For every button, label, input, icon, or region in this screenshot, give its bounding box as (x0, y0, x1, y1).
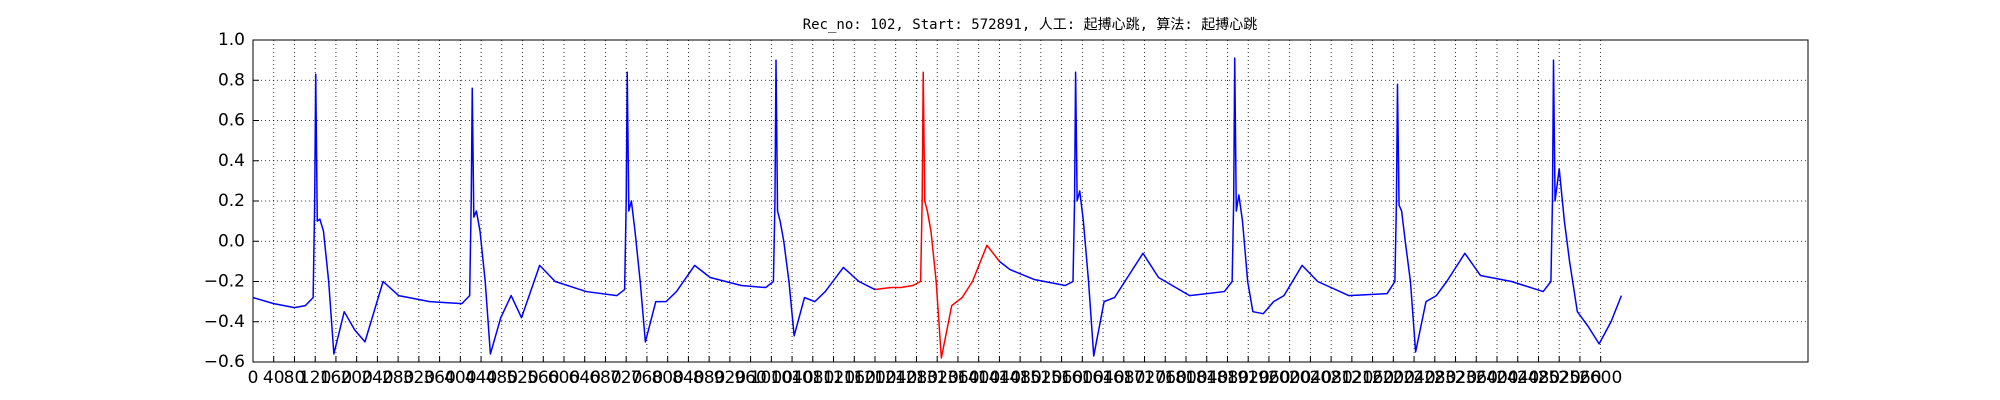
x-tick-label: 1960 (1247, 368, 1290, 388)
x-tick-label: 40 (263, 368, 285, 388)
x-tick-label: 0 (248, 368, 259, 388)
x-tick-label: 2440 (1496, 368, 1539, 388)
x-tick-label: 1920 (1227, 368, 1270, 388)
x-tick-label: 2280 (1413, 368, 1456, 388)
x-tick-label: 920 (714, 368, 746, 388)
x-tick-label: 2080 (1310, 368, 1353, 388)
x-tick-label: 2400 (1475, 368, 1518, 388)
x-tick-label: 760 (631, 368, 663, 388)
x-tick-label: 600 (548, 368, 580, 388)
x-tick-label: 1280 (895, 368, 938, 388)
x-tick-label: 2560 (1558, 368, 1601, 388)
x-tick-label: 1880 (1206, 368, 1249, 388)
x-tick-label: 1200 (853, 368, 896, 388)
x-tick-label: 640 (569, 368, 601, 388)
x-tick-label: 1360 (936, 368, 979, 388)
x-tick-label: 2160 (1351, 368, 1394, 388)
x-tick-label: 840 (672, 368, 704, 388)
plot-frame (252, 39, 1809, 363)
y-tick-label: 0.2 (218, 191, 245, 211)
x-tick-label: 2480 (1517, 368, 1560, 388)
x-tick-label: 1560 (1040, 368, 1083, 388)
x-tick-label: 1760 (1144, 368, 1187, 388)
x-tick-label: 1440 (978, 368, 1021, 388)
y-tick-label: 0.4 (218, 151, 245, 171)
x-tick-label: 2200 (1372, 368, 1415, 388)
x-tick-label: 1400 (957, 368, 1000, 388)
x-tick-label: 1840 (1185, 368, 1228, 388)
x-tick-label: 1800 (1164, 368, 1207, 388)
x-tick-label: 1520 (1019, 368, 1062, 388)
x-tick-label: 880 (693, 368, 725, 388)
x-tick-label: 1680 (1102, 368, 1145, 388)
x-tick-label: 680 (589, 368, 621, 388)
x-tick-label: 2320 (1434, 368, 1477, 388)
x-tick-label: 520 (506, 368, 538, 388)
x-tick-label: 480 (486, 368, 518, 388)
x-tick-label: 2520 (1538, 368, 1581, 388)
ecg-line (252, 59, 876, 355)
x-tick-label: 160 (320, 368, 352, 388)
x-tick-label: 80 (284, 368, 306, 388)
x-tick-label: 960 (734, 368, 766, 388)
x-tick-label: 1240 (874, 368, 917, 388)
x-tick-label: 440 (465, 368, 497, 388)
x-tick-label: 360 (423, 368, 455, 388)
y-tick-label: 0.6 (218, 111, 245, 131)
x-tick-label: 2360 (1455, 368, 1498, 388)
x-tick-label: 2120 (1330, 368, 1373, 388)
x-tick-label: 800 (651, 368, 683, 388)
y-tick-label: 0.8 (218, 70, 245, 90)
y-tick-label: −0.4 (204, 312, 245, 332)
x-tick-label: 2600 (1579, 368, 1622, 388)
x-tick-label: 1480 (999, 368, 1042, 388)
x-tick-label: 2240 (1392, 368, 1435, 388)
x-tick-label: 120 (299, 368, 331, 388)
x-tick-label: 1160 (833, 368, 876, 388)
x-tick-label: 1320 (916, 368, 959, 388)
chart-title: Rec_no: 102, Start: 572891, 人工: 起搏心跳, 算法… (803, 16, 1258, 33)
x-tick-label: 320 (403, 368, 435, 388)
x-tick-label: 1640 (1081, 368, 1124, 388)
x-tick-label: 400 (444, 368, 476, 388)
x-tick-label: 240 (361, 368, 393, 388)
y-tick-label: −0.6 (204, 352, 245, 372)
x-tick-label: 560 (527, 368, 559, 388)
ecg-line (998, 57, 1623, 357)
x-tick-label: 1080 (791, 368, 834, 388)
y-tick-label: 1.0 (218, 30, 245, 50)
x-tick-label: 2040 (1289, 368, 1332, 388)
x-tick-label: 2000 (1268, 368, 1311, 388)
x-tick-label: 1040 (770, 368, 813, 388)
x-tick-label: 1000 (750, 368, 793, 388)
y-tick-label: −0.2 (204, 272, 245, 292)
y-tick-label: 0.0 (218, 231, 245, 251)
x-tick-label: 200 (340, 368, 372, 388)
x-tick-label: 720 (610, 368, 642, 388)
ecg-line (874, 71, 1000, 359)
x-tick-label: 1720 (1123, 368, 1166, 388)
x-tick-label: 1600 (1061, 368, 1104, 388)
x-tick-label: 1120 (812, 368, 855, 388)
x-tick-label: 280 (382, 368, 414, 388)
